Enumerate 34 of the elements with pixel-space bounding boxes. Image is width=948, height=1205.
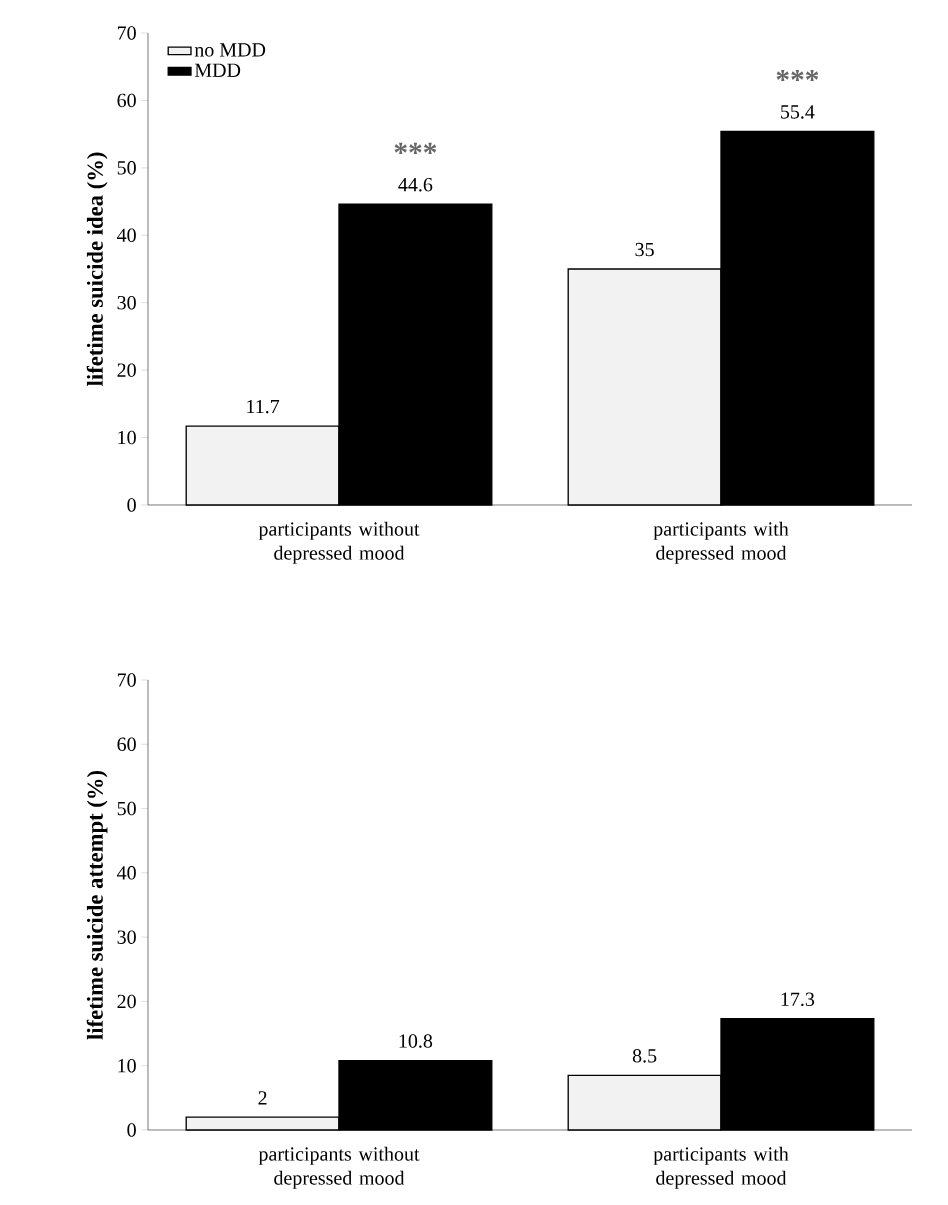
y-tick-label: 10 (118, 1058, 136, 1073)
x-tick-label: participants without depressed mood (258, 521, 420, 564)
y-tick-label: 40 (117, 866, 136, 880)
y-tick-label: 70 (117, 26, 136, 40)
data-label: 10.8 (399, 1034, 433, 1048)
y-tick-label: 0 (127, 1123, 136, 1137)
legend-label: MDD (194, 63, 241, 77)
y-axis-title: lifetime suicide idea (%) (86, 152, 108, 386)
y-tick-label: 20 (117, 363, 136, 377)
data-label: 35 (635, 242, 654, 257)
y-tick-label: 30 (117, 930, 136, 944)
y-tick-label: 0 (127, 498, 136, 512)
y-tick-label: 60 (117, 93, 136, 108)
annotation: *** (776, 70, 819, 82)
y-tick-label: 60 (117, 737, 136, 752)
y-tick-label: 40 (117, 228, 136, 243)
y-tick-label: 20 (117, 994, 136, 1009)
data-label: 17.3 (781, 992, 815, 1007)
y-tick-label: 50 (117, 161, 136, 175)
y-tick-label: 50 (117, 801, 136, 816)
data-label: 55.4 (781, 105, 815, 119)
x-tick-label: participants without depressed mood (258, 1146, 420, 1189)
y-tick-label: 30 (117, 295, 136, 310)
x-tick-label: participants with depressed mood (653, 521, 789, 564)
legend-label: no MDD (194, 43, 266, 57)
y-axis-title: lifetime suicide attempt (%) (86, 770, 108, 1040)
data-label: 44.6 (398, 178, 433, 192)
y-tick-label: 70 (117, 673, 136, 687)
y-tick-label: 10 (118, 430, 136, 445)
data-label: 8.5 (632, 1049, 657, 1063)
x-tick-label: participants with depressed mood (653, 1146, 789, 1189)
data-label: 11.7 (247, 399, 280, 414)
data-label: 2 (258, 1091, 267, 1105)
annotation: *** (394, 142, 437, 154)
